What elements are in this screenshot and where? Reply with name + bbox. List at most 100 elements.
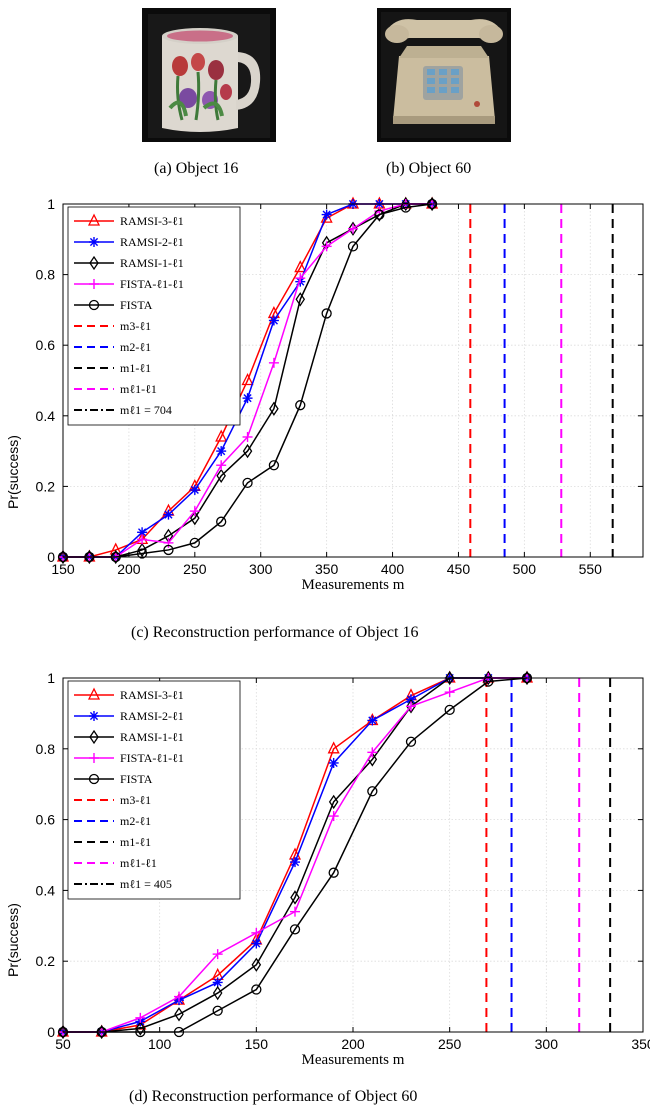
data-point (242, 477, 253, 489)
legend-label: FISTA-ℓ1-ℓ1 (120, 751, 184, 765)
legend: RAMSI-3-ℓ1 RAMSI-2-ℓ1 RAMSI-1-ℓ1 FISTA-ℓ1-ℓ… (67, 206, 241, 426)
x-tick-label: 400 (381, 561, 405, 577)
data-point (189, 537, 200, 549)
x-tick-label: 450 (447, 561, 471, 577)
y-tick-label: 0.6 (36, 812, 56, 828)
y-tick-label: 0.2 (36, 478, 56, 494)
axes-box (62, 203, 644, 558)
legend-marker (88, 773, 100, 785)
data-point (96, 1024, 107, 1040)
data-point (406, 699, 416, 714)
data-point (400, 196, 411, 212)
data-point (216, 468, 226, 483)
legend-label: FISTA-ℓ1-ℓ1 (120, 277, 184, 291)
legend-label: RAMSI-1-ℓ1 (120, 256, 184, 270)
x-tick-label: 350 (631, 1036, 650, 1052)
data-point (367, 786, 378, 797)
data-point (483, 670, 494, 686)
data-point (328, 794, 339, 810)
x-axis-label: Measurements m (302, 1052, 405, 1068)
legend-label: mℓ1 = 405 (120, 877, 172, 891)
legend: RAMSI-3-ℓ1 RAMSI-2-ℓ1 RAMSI-1-ℓ1 FISTA-ℓ1-ℓ… (67, 680, 241, 900)
data-point (216, 516, 227, 527)
legend-label: mℓ1 = 704 (120, 403, 172, 417)
data-point (328, 867, 339, 878)
y-tick-label: 0.8 (36, 267, 56, 283)
legend-marker (89, 729, 99, 745)
data-point (163, 509, 174, 520)
y-tick-label: 1 (47, 196, 55, 212)
legend-label: mℓ1-ℓ1 (120, 856, 157, 870)
legend-marker (87, 213, 101, 226)
data-point (136, 548, 148, 559)
data-point (163, 544, 174, 556)
x-tick-label: 500 (513, 561, 537, 577)
data-point (367, 715, 378, 726)
data-point (163, 537, 174, 548)
telephone-image (377, 8, 511, 142)
data-point (327, 741, 340, 754)
x-tick-label: 200 (117, 561, 141, 577)
caption-b: (b) Object 60 (386, 160, 472, 177)
legend-label: mℓ1-ℓ1 (120, 382, 157, 396)
caption-d: (d) Reconstruction performance of Object… (129, 1088, 418, 1105)
data-point (241, 373, 254, 386)
legend-label: RAMSI-3-ℓ1 (120, 214, 184, 228)
data-point (483, 676, 494, 687)
data-point (268, 460, 280, 471)
y-axis-label: Pr(success) (5, 435, 21, 509)
legend-label: m1-ℓ1 (120, 361, 151, 375)
data-point (289, 924, 301, 935)
data-point (427, 196, 437, 212)
data-point (135, 1021, 146, 1036)
data-point (190, 510, 200, 526)
chart-object16: 150 200 250 300 350 400 450 500 550 0 0.2 0.4 0.6 0.8… (5, 196, 644, 590)
data-point (137, 534, 148, 545)
y-tick-label: 0 (47, 1024, 55, 1040)
legend-box (67, 206, 241, 426)
x-tick-label: 250 (183, 561, 207, 577)
data-point (290, 890, 300, 905)
data-point (367, 747, 378, 758)
data-point (328, 811, 339, 822)
data-point (189, 506, 200, 517)
legend-label: FISTA (120, 772, 153, 786)
legend-marker (89, 279, 99, 289)
data-point (444, 670, 455, 686)
data-point (174, 1007, 184, 1022)
legend-marker (89, 255, 99, 271)
data-point (216, 446, 227, 457)
data-point (58, 549, 68, 565)
data-point (242, 393, 253, 404)
y-tick-label: 0.6 (36, 337, 56, 353)
data-point (290, 857, 300, 868)
data-point (321, 241, 332, 252)
x-tick-label: 100 (148, 1036, 172, 1052)
data-point (251, 984, 262, 995)
data-point (212, 949, 223, 960)
legend-label: m2-ℓ1 (120, 814, 151, 828)
legend-label: m3-ℓ1 (120, 793, 151, 807)
x-tick-label: 150 (245, 1036, 269, 1052)
data-point (295, 292, 306, 307)
data-point (321, 209, 332, 220)
data-point (444, 687, 455, 698)
data-point (242, 431, 253, 442)
data-point (406, 701, 416, 712)
caption-c: (c) Reconstruction performance of Object… (131, 624, 419, 641)
data-point (242, 443, 253, 459)
legend-label: m2-ℓ1 (120, 340, 151, 354)
data-point (174, 991, 184, 1002)
data-point (212, 1005, 223, 1016)
data-point (294, 260, 307, 273)
series-line (63, 203, 433, 558)
x-tick-label: 300 (535, 1036, 559, 1052)
x-tick-label: 50 (55, 1036, 71, 1052)
data-point (328, 757, 339, 768)
plot-area-1: 50 100 150 200 250 300 350 0 0.2 0.4 0.6 0.8 1 Measur… (36, 670, 650, 1068)
data-point (212, 977, 223, 988)
data-point (321, 308, 332, 319)
caption-a: (a) Object 16 (154, 160, 239, 177)
data-point (268, 357, 279, 368)
x-axis-label: Measurements m (302, 577, 405, 590)
